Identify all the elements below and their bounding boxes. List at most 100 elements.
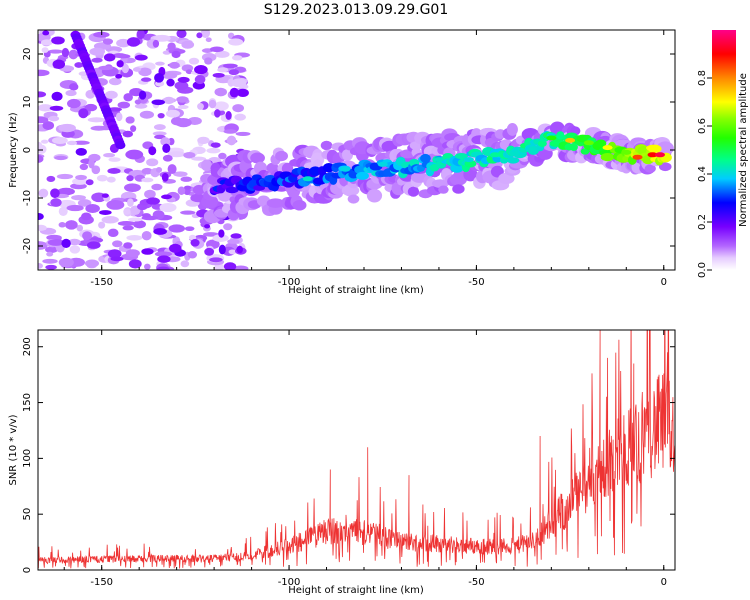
spectrogram-blob (103, 153, 116, 158)
spectrogram-blob (51, 91, 63, 101)
snr-ticks: -150 -100 -50 0 0 50 100 150 200 (22, 330, 675, 588)
spectrogram-blob (151, 99, 165, 106)
spectrogram-blob (38, 224, 47, 231)
spectrogram-blob (214, 87, 228, 97)
spectrogram-blob (98, 65, 114, 71)
spectrogram-blob (235, 131, 251, 136)
spectrogram-blob (56, 173, 74, 180)
spectrogram-blob (112, 53, 127, 58)
spectrogram-blob (583, 140, 594, 146)
spectrogram-blob (184, 185, 192, 190)
spectrogram-blob (88, 153, 101, 162)
spectrogram-blob (125, 249, 140, 258)
colorbar-label: Normalized spectral amplitude (738, 73, 749, 227)
snr-ytick-label: 50 (22, 508, 33, 521)
spectrogram-blob (161, 72, 178, 80)
spectrogram-blob (125, 116, 135, 124)
spectrogram-blob (106, 176, 116, 183)
spectrogram-blob (66, 204, 84, 212)
spectrogram-blob (225, 111, 232, 120)
spectrogram-blob (126, 234, 143, 241)
spectrogram-xtick-label: -100 (278, 277, 301, 288)
spectrogram-blob (128, 259, 142, 269)
spectrogram-blob (205, 37, 212, 43)
spectrogram-blob (180, 176, 193, 182)
spectrogram-blob (72, 178, 88, 185)
spectrogram-blob (595, 139, 607, 148)
spectrogram-blob (51, 136, 68, 145)
spectrogram-blob (107, 228, 119, 238)
spectrogram-blob (236, 88, 249, 98)
spectrogram-blob (42, 30, 50, 36)
spectrogram-blob (123, 93, 133, 102)
spectrogram-blob (167, 164, 177, 175)
spectrogram-blob (126, 175, 134, 182)
spectrogram-blob (537, 140, 547, 147)
spectrogram-blob (225, 186, 239, 194)
spectrogram-blob (177, 104, 189, 110)
spectrogram-blob (86, 241, 101, 249)
spectrogram-blob (166, 78, 175, 87)
spectrogram-ytick-label: 0 (22, 147, 33, 153)
spectrogram-blob (266, 198, 285, 208)
snr-ytick-label: 150 (22, 393, 33, 412)
spectrogram-blob (84, 103, 98, 112)
snr-ytick-label: 200 (22, 337, 33, 356)
spectrogram-blob (407, 186, 420, 197)
spectrogram-blob (38, 241, 48, 250)
spectrogram-blob (85, 179, 94, 186)
spectrogram-blob (228, 69, 240, 76)
spectrogram-blob (138, 90, 147, 100)
spectrogram-blob (50, 188, 60, 199)
spectrogram-blob (141, 213, 151, 218)
spectrogram-blob (87, 117, 106, 123)
spectrogram-blob (167, 151, 186, 158)
spectrogram-blob (132, 67, 142, 72)
spectrogram-blob (46, 234, 62, 241)
spectrogram-blob (115, 74, 123, 79)
spectrogram-ylabel: Frequency (Hz) (8, 112, 19, 188)
spectrogram-blob (200, 30, 211, 38)
spectrogram-blob (173, 171, 188, 177)
spectrogram-blob (38, 69, 50, 77)
spectrogram-blob (644, 164, 656, 173)
spectrogram-blob (292, 200, 307, 211)
spectrogram-blob (46, 251, 54, 257)
spectrogram-xtick-label: 0 (661, 277, 667, 288)
spectrogram-blob (655, 152, 666, 158)
spectrogram-blob (122, 225, 134, 231)
snr-xtick-label: -50 (468, 577, 484, 588)
snr-frame (37, 329, 676, 571)
spectrogram-blob (227, 238, 240, 244)
spectrogram-blob (188, 57, 200, 65)
spectrogram-blob (68, 238, 81, 246)
spectrogram-blob (420, 153, 431, 163)
spectrogram-blob (210, 142, 221, 148)
spectrogram-blob (46, 175, 56, 183)
spectrogram-blob (50, 198, 62, 207)
spectrogram-blob (322, 162, 335, 173)
spectrogram-blob (181, 40, 195, 49)
spectrogram-blob (463, 157, 474, 163)
spectrogram-blob (209, 46, 224, 53)
spectrogram-blob (176, 30, 187, 38)
spectrogram-blob (123, 242, 133, 249)
spectrogram-blob (213, 101, 229, 111)
spectrogram-heatmap (38, 30, 674, 270)
spectrogram-blob (106, 199, 125, 210)
spectrogram-blob (99, 210, 112, 215)
spectrogram-blob (233, 265, 249, 270)
spectrogram-blob (602, 145, 613, 151)
spectrogram-blob (141, 167, 153, 175)
spectrogram-blob (183, 151, 196, 159)
snr-line (38, 330, 675, 569)
spectrogram-blob (110, 256, 124, 262)
spectrogram-blob (214, 50, 230, 58)
spectrogram-blob (67, 98, 81, 109)
spectrogram-blob (153, 34, 171, 42)
spectrogram-blob (49, 105, 64, 111)
spectrogram-blob (642, 154, 654, 165)
spectrogram-blob (65, 89, 77, 97)
